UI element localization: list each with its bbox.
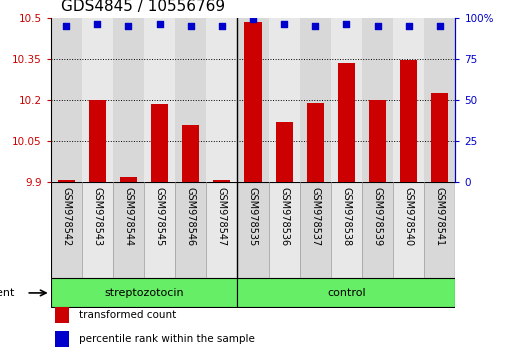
Bar — [361, 182, 392, 278]
Point — [248, 17, 257, 22]
Bar — [368, 100, 385, 182]
Bar — [244, 22, 261, 182]
Bar — [206, 18, 237, 182]
Bar — [430, 93, 447, 182]
Text: streptozotocin: streptozotocin — [104, 288, 183, 298]
Bar — [58, 179, 75, 182]
Text: GSM978538: GSM978538 — [341, 187, 350, 246]
Bar — [423, 182, 454, 278]
Bar — [50, 182, 454, 278]
Text: agent: agent — [0, 288, 15, 298]
Bar — [206, 182, 237, 278]
Bar — [268, 18, 299, 182]
Bar — [88, 100, 106, 182]
Bar — [392, 18, 423, 182]
Text: GSM978540: GSM978540 — [403, 187, 413, 246]
Point — [186, 23, 194, 29]
Bar — [306, 103, 323, 182]
Bar — [399, 60, 417, 182]
Text: GSM978545: GSM978545 — [155, 187, 164, 246]
Point — [280, 22, 288, 27]
Text: GSM978539: GSM978539 — [372, 187, 382, 246]
Text: GSM978547: GSM978547 — [217, 187, 226, 246]
Text: GSM978543: GSM978543 — [92, 187, 102, 246]
Point — [155, 22, 163, 27]
Bar — [423, 18, 454, 182]
Text: GDS4845 / 10556769: GDS4845 / 10556769 — [61, 0, 224, 14]
Bar — [237, 182, 268, 278]
Bar — [113, 182, 144, 278]
Text: transformed count: transformed count — [79, 310, 176, 320]
Point — [217, 23, 225, 29]
Bar — [82, 182, 113, 278]
Bar — [55, 331, 69, 347]
Text: GSM978536: GSM978536 — [279, 187, 288, 246]
Bar — [330, 18, 361, 182]
Point — [124, 23, 132, 29]
Bar — [144, 18, 175, 182]
Bar — [175, 18, 206, 182]
Text: GSM978544: GSM978544 — [123, 187, 133, 246]
Point — [404, 23, 412, 29]
Point — [93, 22, 101, 27]
Point — [311, 23, 319, 29]
Bar — [82, 18, 113, 182]
Text: GSM978541: GSM978541 — [434, 187, 444, 246]
Bar — [237, 279, 454, 307]
Text: GSM978537: GSM978537 — [310, 187, 320, 246]
Bar — [55, 307, 69, 323]
Point — [435, 23, 443, 29]
Text: control: control — [326, 288, 365, 298]
Bar — [144, 182, 175, 278]
Text: GSM978542: GSM978542 — [61, 187, 71, 246]
Bar — [150, 104, 168, 182]
Bar — [299, 18, 330, 182]
Bar — [268, 182, 299, 278]
Bar — [330, 182, 361, 278]
Bar — [361, 18, 392, 182]
Point — [62, 23, 70, 29]
Bar — [337, 63, 355, 182]
Bar — [237, 18, 268, 182]
Bar — [275, 122, 292, 182]
Bar — [113, 18, 144, 182]
Text: percentile rank within the sample: percentile rank within the sample — [79, 334, 255, 344]
Bar — [213, 179, 230, 182]
Bar — [50, 279, 237, 307]
Bar — [50, 18, 82, 182]
Bar — [50, 182, 82, 278]
Text: GSM978535: GSM978535 — [247, 187, 258, 246]
Point — [373, 23, 381, 29]
Bar — [392, 182, 423, 278]
Bar — [120, 177, 137, 182]
Point — [342, 22, 350, 27]
Text: GSM978546: GSM978546 — [185, 187, 195, 246]
Bar — [175, 182, 206, 278]
Bar — [182, 125, 199, 182]
Bar — [299, 182, 330, 278]
